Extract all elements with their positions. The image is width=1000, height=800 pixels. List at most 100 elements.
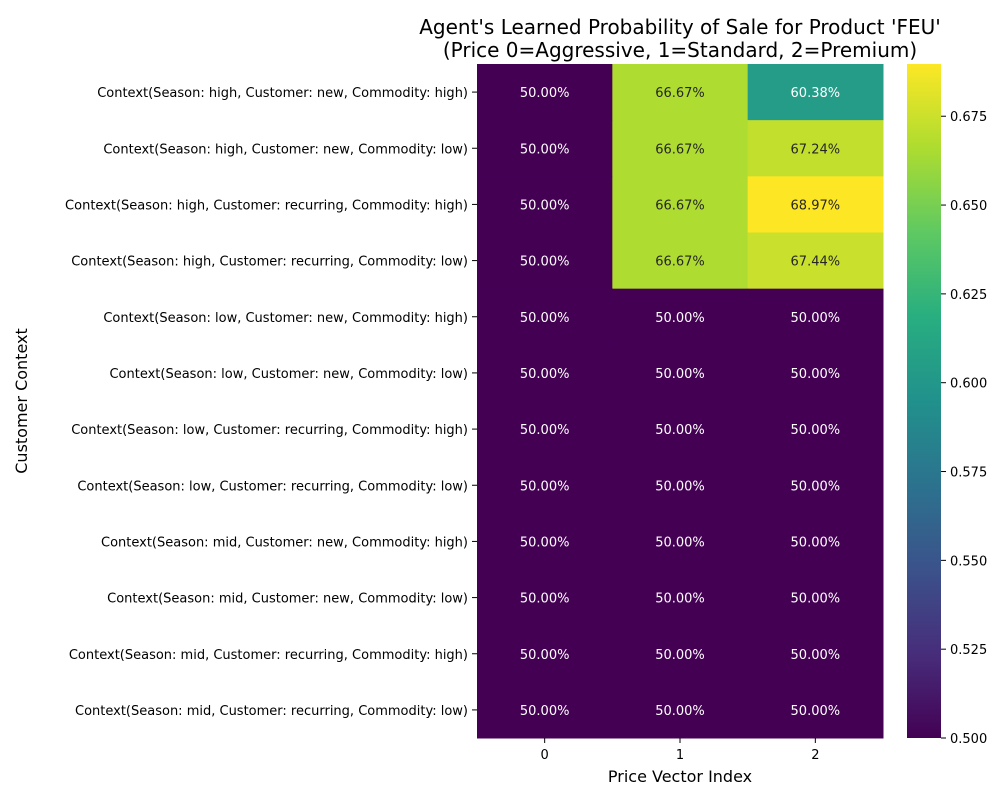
heatmap-cell [477,120,613,177]
heatmap-cell [747,681,884,739]
colorbar-ticks: 0.500 0.525 0.550 0.575 0.600 0.625 0.650 0.675 [941,110,987,747]
heatmap-cell [612,401,749,458]
colorbar: 0.500 0.525 0.550 0.575 0.600 0.625 0.650 0.675 [907,64,987,747]
cell-value-label: 50.00% [520,535,570,550]
heatmap-cell [477,176,613,233]
y-tick-label: Context(Season: mid, Customer: recurring… [69,648,468,663]
cell-value-label: 50.00% [655,535,705,550]
heatmap-cell [747,232,884,290]
cell-value-label: 50.00% [655,704,705,719]
colorbar-gradient [907,64,941,738]
cell-value-label: 50.00% [520,311,570,326]
cell-value-label: 60.38% [791,86,841,101]
heatmap-cell [747,176,884,233]
y-tick-label: Context(Season: low, Customer: new, Comm… [103,311,468,326]
heatmap-cell [477,64,613,121]
heatmap-cell [612,625,749,683]
y-tick-label: Context(Season: low, Customer: recurring… [77,479,468,494]
heatmap-cell [747,64,884,121]
heatmap-cell [477,232,613,290]
heatmap-cell [477,344,613,402]
cell-value-label: 66.67% [655,198,705,213]
cell-value-label: 50.00% [520,198,570,213]
heatmap-cell [612,288,749,346]
heatmap-cell [612,64,749,121]
y-axis-ticks: Context(Season: high, Customer: new, Com… [65,86,477,719]
colorbar-tick-label: 0.600 [950,377,987,392]
heatmap-cell [747,513,884,570]
cell-value-label: 50.00% [520,86,570,101]
heatmap-cell [747,120,884,177]
cell-value-label: 50.00% [791,311,841,326]
cell-value-label: 50.00% [520,648,570,663]
heatmap-cell [747,457,884,514]
heatmap-cell [477,288,613,346]
colorbar-tick-label: 0.675 [950,110,987,125]
colorbar-tick-label: 0.525 [950,643,987,658]
cell-value-label: 68.97% [791,198,841,213]
cell-value-label: 50.00% [520,142,570,157]
heatmap-cell [477,625,613,683]
cell-value-label: 50.00% [655,311,705,326]
cell-value-label: 50.00% [655,367,705,382]
cell-value-label: 66.67% [655,142,705,157]
heatmap-cell [477,681,613,739]
y-tick-label: Context(Season: low, Customer: recurring… [71,423,468,438]
x-tick-label: 1 [676,748,684,763]
cell-value-label: 50.00% [520,423,570,438]
cell-value-label: 50.00% [520,367,570,382]
heatmap-cell [747,625,884,683]
chart-subtitle: (Price 0=Aggressive, 1=Standard, 2=Premi… [443,38,917,62]
cell-value-label: 50.00% [791,704,841,719]
heatmap-cell [612,681,749,739]
y-tick-label: Context(Season: high, Customer: recurrin… [65,198,468,213]
cell-value-label: 50.00% [791,535,841,550]
y-tick-label: Context(Season: mid, Customer: recurring… [75,704,468,719]
cell-value-label: 50.00% [655,479,705,494]
heatmap-cell [747,401,884,458]
cell-value-label: 50.00% [520,255,570,270]
cell-value-label: 50.00% [791,479,841,494]
heatmap-cell [612,176,749,233]
colorbar-tick-label: 0.500 [950,732,987,747]
cell-value-label: 50.00% [520,479,570,494]
heatmap-cell [747,288,884,346]
heatmap-cell [612,569,749,627]
colorbar-tick-label: 0.650 [950,199,987,214]
cell-value-label: 50.00% [520,704,570,719]
heatmap-cell [612,344,749,402]
cell-value-label: 50.00% [791,648,841,663]
heatmap-cell [477,401,613,458]
cell-value-label: 50.00% [791,367,841,382]
y-tick-label: Context(Season: high, Customer: new, Com… [97,86,468,101]
colorbar-tick-label: 0.550 [950,554,987,569]
cell-value-label: 50.00% [520,592,570,607]
y-tick-label: Context(Season: high, Customer: new, Com… [103,142,468,157]
x-axis-label: Price Vector Index [608,767,752,786]
heatmap-cells [477,64,884,739]
y-axis-label: Customer Context [12,328,31,473]
y-tick-label: Context(Season: mid, Customer: new, Comm… [101,535,468,550]
x-tick-label: 2 [811,748,819,763]
heatmap-cell [612,513,749,570]
heatmap-cell [612,232,749,290]
heatmap-cell [477,569,613,627]
cell-value-label: 50.00% [655,592,705,607]
heatmap-cell-labels: 50.00% 66.67% 60.38% 50.00% 66.67% 67.24% 50.0… [520,86,840,719]
heatmap-cell [477,457,613,514]
heatmap-cell [477,513,613,570]
cell-value-label: 50.00% [655,423,705,438]
colorbar-tick-label: 0.625 [950,288,987,303]
cell-value-label: 50.00% [791,423,841,438]
cell-value-label: 66.67% [655,86,705,101]
cell-value-label: 67.44% [791,255,841,270]
y-tick-label: Context(Season: high, Customer: recurrin… [71,255,468,270]
x-axis-ticks: 0 1 2 [541,738,819,763]
y-tick-label: Context(Season: low, Customer: new, Comm… [109,367,468,382]
chart-title: Agent's Learned Probability of Sale for … [419,15,941,39]
cell-value-label: 50.00% [791,592,841,607]
heatmap-cell [612,120,749,177]
heatmap-cell [747,569,884,627]
cell-value-label: 66.67% [655,255,705,270]
